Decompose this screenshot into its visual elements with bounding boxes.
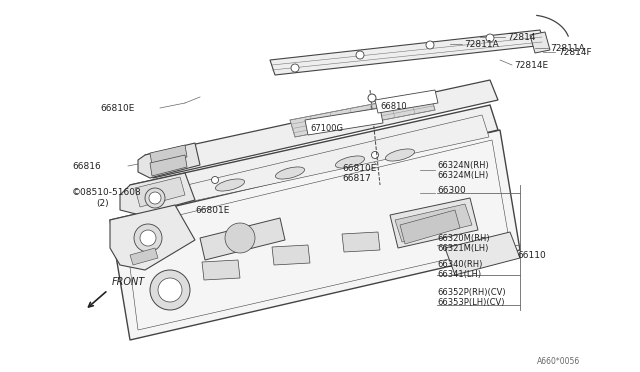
Text: 72814: 72814 [507,32,536,42]
Circle shape [140,230,156,246]
Text: FRONT: FRONT [112,277,145,287]
Polygon shape [130,105,498,215]
Ellipse shape [275,167,305,179]
Polygon shape [125,140,510,330]
Text: 66300: 66300 [437,186,466,195]
Text: ©08510-51608: ©08510-51608 [72,187,141,196]
Polygon shape [110,130,520,340]
Polygon shape [120,173,195,215]
Text: 66352P(RH)(CV): 66352P(RH)(CV) [437,288,506,296]
Polygon shape [375,90,438,113]
Polygon shape [130,248,158,265]
Polygon shape [150,145,187,165]
Text: 66341(LH): 66341(LH) [437,270,481,279]
Polygon shape [342,232,380,252]
Circle shape [149,192,161,204]
Polygon shape [445,232,520,275]
Polygon shape [145,115,489,210]
Text: 66353P(LH)(CV): 66353P(LH)(CV) [437,298,504,307]
Ellipse shape [385,149,415,161]
Polygon shape [400,210,460,244]
Text: 72814E: 72814E [514,61,548,70]
Text: A660*0056: A660*0056 [537,357,580,366]
Circle shape [145,188,165,208]
Polygon shape [305,108,383,135]
Text: 66810E: 66810E [342,164,376,173]
Text: 66320M(RH): 66320M(RH) [437,234,490,243]
Text: (2): (2) [96,199,109,208]
Circle shape [150,270,190,310]
Polygon shape [272,245,310,265]
Circle shape [211,176,218,183]
Circle shape [158,278,182,302]
Circle shape [368,94,376,102]
Text: 66816: 66816 [72,161,100,170]
Text: 66340(RH): 66340(RH) [437,260,483,269]
Polygon shape [270,30,545,75]
Text: 66110: 66110 [517,250,546,260]
Circle shape [291,64,299,72]
Ellipse shape [335,156,365,168]
Text: 67100G: 67100G [310,124,343,132]
Polygon shape [110,205,195,270]
Text: 66810: 66810 [380,102,406,110]
Text: 72814F: 72814F [558,48,591,57]
Polygon shape [200,218,285,260]
Text: 72811A: 72811A [464,39,499,48]
Circle shape [225,223,255,253]
Polygon shape [530,32,550,53]
Ellipse shape [216,179,244,191]
Polygon shape [145,80,498,178]
Polygon shape [150,155,187,176]
Circle shape [486,34,494,42]
Text: 66817: 66817 [342,173,371,183]
Circle shape [134,224,162,252]
Polygon shape [202,260,240,280]
Text: 66324M(LH): 66324M(LH) [437,170,488,180]
Polygon shape [135,177,185,207]
Text: 66801E: 66801E [195,205,229,215]
Text: 66810E: 66810E [100,103,134,112]
Polygon shape [390,198,478,248]
Circle shape [426,41,434,49]
Text: 66321M(LH): 66321M(LH) [437,244,488,253]
Circle shape [356,51,364,59]
Circle shape [371,151,378,158]
Polygon shape [138,143,200,178]
Text: 72811A: 72811A [550,44,585,52]
Polygon shape [290,93,435,137]
Polygon shape [395,204,472,242]
Text: 66324N(RH): 66324N(RH) [437,160,489,170]
